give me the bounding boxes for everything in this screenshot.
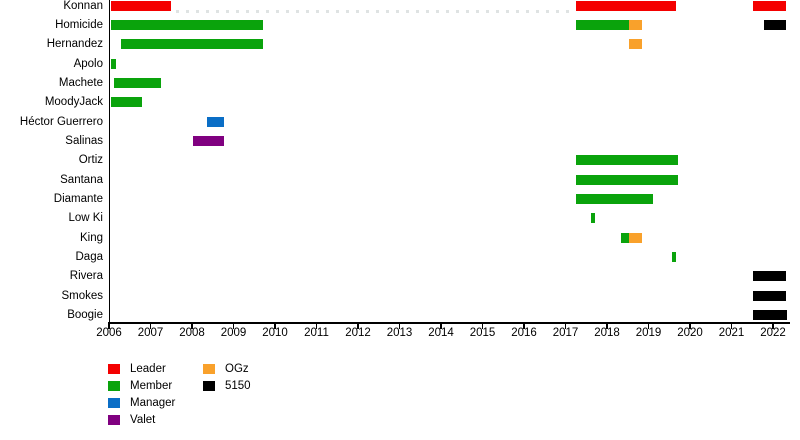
timeline-bar-homicide-5150 — [764, 20, 787, 31]
x-axis-label-2017: 2017 — [552, 327, 579, 339]
x-axis-tick-2020 — [689, 323, 691, 329]
x-axis-tick-2013 — [398, 323, 401, 329]
x-axis-tick-2018 — [606, 323, 608, 329]
x-axis-label-2013: 2013 — [386, 327, 413, 339]
row-label-homicide: Homicide — [55, 19, 103, 32]
timeline-bar-homicide-ogz — [628, 20, 643, 31]
row-label-machete: Machete — [58, 77, 103, 90]
x-axis-label-2018: 2018 — [594, 327, 620, 339]
timeline-bar-diamante-member — [575, 194, 654, 205]
x-axis-label-2010: 2010 — [262, 327, 288, 339]
x-axis-label-2015: 2015 — [469, 327, 496, 339]
x-axis-label-2012: 2012 — [345, 327, 371, 339]
x-axis-tick-2017 — [564, 323, 567, 329]
timeline-bar-low-ki-member — [591, 213, 595, 224]
x-axis-tick-2006 — [108, 323, 110, 329]
row-label-apolo: Apolo — [73, 57, 103, 70]
row-label-ortiz: Ortiz — [78, 154, 103, 167]
row-label-boogie: Boogie — [67, 309, 103, 322]
x-axis-label-2009: 2009 — [220, 327, 247, 339]
x-axis-label-2016: 2016 — [511, 327, 537, 339]
row-label-daga: Daga — [75, 251, 104, 264]
timeline-bar-moodyjack-member — [111, 97, 143, 108]
x-axis-tick-2007 — [149, 323, 152, 329]
timeline-bar-homicide-member — [111, 20, 264, 31]
legend-label-leader: Leader — [130, 363, 166, 375]
timeline-bar-santana-member — [575, 174, 678, 185]
x-axis-tick-2019 — [647, 323, 650, 329]
x-axis-tick-2014 — [440, 323, 442, 329]
row-label-low-ki: Low Ki — [68, 212, 103, 225]
x-axis-label-2007: 2007 — [137, 327, 164, 339]
x-axis-label-2022: 2022 — [760, 327, 786, 339]
timeline-bar-boogie-5150 — [753, 310, 788, 321]
timeline-bar-konnan-leader — [111, 0, 172, 11]
x-axis-tick-2022 — [772, 323, 774, 329]
x-axis-label-2008: 2008 — [179, 327, 205, 339]
row-label-konnan: Konnan — [63, 0, 103, 12]
timeline-bar-king-member — [621, 232, 629, 243]
x-axis-label-2021: 2021 — [718, 327, 745, 339]
timeline-bar-salinas-valet — [193, 136, 224, 147]
row-label-rivera: Rivera — [69, 270, 103, 283]
x-axis-tick-2021 — [730, 323, 733, 329]
x-axis-line — [108, 322, 790, 324]
dotted-gap-line-konnan — [176, 9, 573, 13]
x-axis-label-2014: 2014 — [428, 327, 454, 339]
timeline-bar-daga-member — [672, 252, 677, 263]
x-axis-tick-2016 — [523, 323, 525, 329]
legend-swatch-ogz — [203, 364, 215, 374]
row-label-hernandez: Hernandez — [46, 38, 103, 51]
legend-swatch-member — [108, 381, 120, 391]
timeline-bar-hector-guerrero-manager — [206, 116, 225, 127]
timeline-bar-homicide-member — [575, 20, 629, 31]
legend-label-valet: Valet — [130, 414, 156, 426]
row-label-smokes: Smokes — [61, 289, 103, 302]
legend-swatch-valet — [108, 415, 120, 425]
row-label-moodyjack: MoodyJack — [44, 96, 103, 109]
legend-swatch-leader — [108, 364, 120, 374]
timeline-bar-king-ogz — [628, 232, 643, 243]
legend-label-5150: 5150 — [225, 380, 251, 392]
x-axis-tick-2009 — [232, 323, 235, 329]
row-label-salinas: Salinas — [65, 135, 103, 148]
legend-swatch-manager — [108, 398, 120, 408]
x-axis-tick-2008 — [191, 323, 193, 329]
row-label-diamante: Diamante — [53, 193, 103, 206]
row-label-king: King — [79, 231, 103, 244]
timeline-bar-apolo-member — [111, 58, 117, 69]
timeline-bar-ortiz-member — [575, 155, 678, 166]
timeline-bar-konnan-leader — [575, 0, 677, 11]
x-axis-tick-2012 — [357, 323, 359, 329]
x-axis-label-2019: 2019 — [635, 327, 662, 339]
x-axis-label-2020: 2020 — [677, 327, 703, 339]
x-axis-label-2006: 2006 — [96, 327, 122, 339]
legend-swatch-5150 — [203, 381, 215, 391]
timeline-bar-hernandez-member — [120, 39, 264, 50]
timeline-bar-machete-member — [114, 78, 162, 89]
legend-label-member: Member — [130, 380, 173, 392]
row-label-santana: Santana — [60, 173, 103, 186]
timeline-bar-smokes-5150 — [753, 290, 787, 301]
x-axis-tick-2010 — [274, 323, 276, 329]
timeline-bar-konnan-leader — [753, 0, 787, 11]
legend-label-manager: Manager — [130, 397, 176, 409]
x-axis-tick-2015 — [481, 323, 484, 329]
timeline-bar-rivera-5150 — [753, 271, 787, 282]
x-axis-label-2011: 2011 — [304, 327, 329, 339]
legend-label-ogz: OGz — [225, 363, 249, 375]
x-axis-tick-2011 — [315, 323, 318, 329]
row-label-hector-guerrero: Héctor Guerrero — [19, 115, 103, 128]
y-axis-line — [108, 0, 110, 322]
timeline-bar-hernandez-ogz — [628, 39, 643, 50]
